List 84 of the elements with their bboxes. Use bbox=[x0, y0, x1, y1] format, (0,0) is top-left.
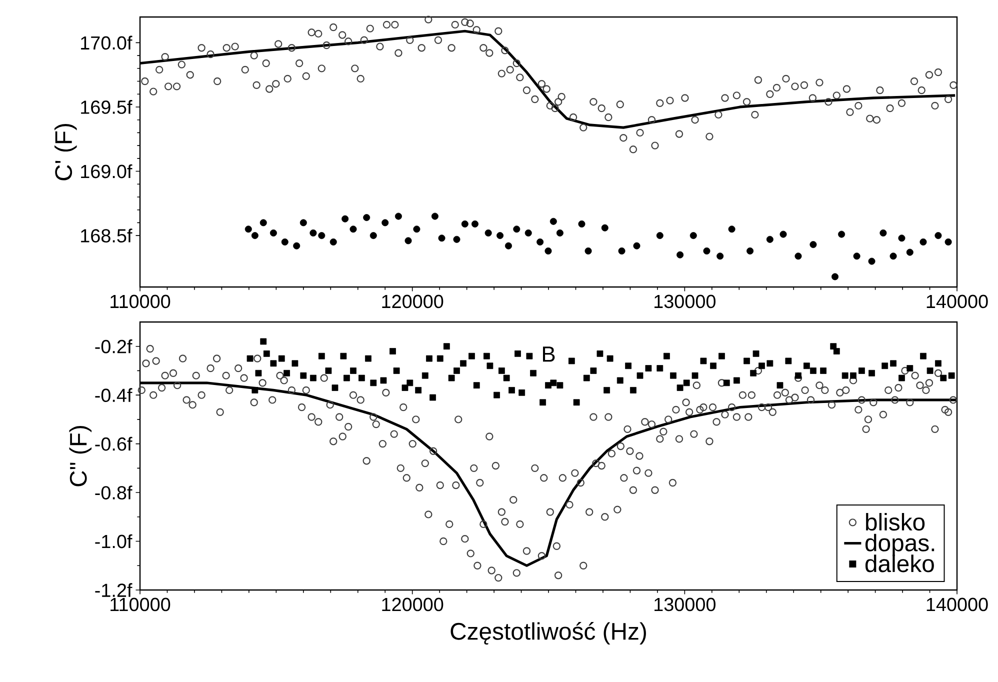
y-tick-label: -1.2f bbox=[95, 583, 132, 597]
point bbox=[413, 226, 420, 233]
point bbox=[934, 232, 942, 240]
x-tick-label: 110000 bbox=[110, 294, 170, 308]
y-tick-label: 169.0f bbox=[81, 164, 132, 178]
point bbox=[853, 252, 860, 260]
x-tick-label: 130000 bbox=[654, 598, 716, 612]
point bbox=[578, 220, 586, 228]
point bbox=[260, 219, 267, 226]
annotation: B bbox=[542, 346, 555, 362]
point bbox=[618, 247, 626, 254]
x-tick-label: 120000 bbox=[382, 598, 444, 612]
point bbox=[728, 226, 736, 233]
point bbox=[270, 229, 277, 236]
x-tick-label: 120000 bbox=[382, 294, 444, 308]
point bbox=[281, 238, 288, 246]
point bbox=[794, 252, 802, 260]
legend-label: dopas. bbox=[865, 534, 934, 556]
y-tick-label: -1.0f bbox=[95, 534, 132, 548]
point bbox=[890, 252, 897, 260]
point bbox=[330, 238, 337, 246]
point bbox=[300, 219, 307, 226]
legend-label: blisko bbox=[866, 513, 925, 531]
y-axis-title: C' (F) bbox=[54, 124, 77, 180]
point bbox=[431, 212, 438, 220]
y-tick-label: 169.5f bbox=[81, 100, 132, 114]
point bbox=[633, 242, 640, 250]
point bbox=[780, 230, 787, 238]
point bbox=[342, 215, 349, 222]
point bbox=[746, 247, 754, 254]
point bbox=[676, 251, 684, 258]
y-tick-label: 170.0f bbox=[81, 36, 132, 50]
point bbox=[584, 247, 592, 254]
point bbox=[244, 226, 252, 233]
point bbox=[293, 242, 300, 250]
point bbox=[716, 252, 724, 260]
point bbox=[906, 248, 914, 256]
point bbox=[471, 220, 478, 228]
y-tick-label: -0.2f bbox=[95, 339, 132, 354]
point bbox=[898, 234, 906, 242]
point bbox=[484, 229, 492, 236]
point bbox=[251, 232, 258, 240]
point bbox=[438, 234, 446, 242]
point bbox=[504, 242, 512, 250]
point bbox=[766, 236, 774, 243]
point bbox=[350, 226, 357, 233]
legend-label: daleko bbox=[865, 554, 934, 572]
y-tick-label: -0.6f bbox=[95, 436, 132, 451]
point bbox=[810, 241, 817, 248]
point bbox=[690, 232, 697, 240]
point bbox=[920, 238, 927, 246]
point bbox=[318, 232, 326, 240]
point bbox=[404, 237, 412, 244]
point bbox=[550, 218, 557, 225]
x-tick-label: 140000 bbox=[926, 294, 988, 308]
y-axis-title: C" (F) bbox=[69, 426, 92, 486]
point bbox=[838, 230, 846, 238]
point bbox=[536, 238, 544, 246]
point bbox=[524, 229, 532, 236]
point bbox=[363, 214, 370, 222]
x-tick-label: 110000 bbox=[110, 598, 170, 612]
point bbox=[544, 247, 552, 254]
point bbox=[944, 238, 952, 246]
point bbox=[868, 258, 876, 265]
point bbox=[556, 229, 564, 236]
point bbox=[703, 247, 710, 254]
point bbox=[310, 229, 317, 236]
x-tick-label: 140000 bbox=[926, 598, 988, 612]
point bbox=[513, 226, 520, 233]
point bbox=[601, 224, 608, 232]
y-tick-label: -0.4f bbox=[95, 388, 132, 402]
point bbox=[382, 219, 389, 226]
x-tick-label: 130000 bbox=[654, 294, 716, 308]
y-tick-label: -0.8f bbox=[95, 486, 132, 500]
y-tick-label: 168.5f bbox=[81, 228, 132, 242]
point bbox=[656, 232, 664, 240]
point bbox=[496, 232, 504, 240]
point bbox=[370, 232, 377, 240]
point bbox=[832, 273, 839, 280]
x-axis-title: Częstotliwość (Hz) bbox=[450, 622, 646, 645]
point bbox=[461, 220, 468, 228]
point bbox=[880, 229, 887, 236]
point bbox=[453, 236, 460, 243]
point bbox=[394, 212, 402, 220]
